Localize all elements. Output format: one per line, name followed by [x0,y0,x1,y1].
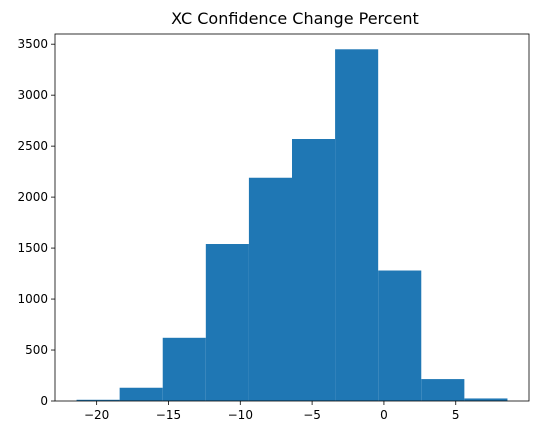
histogram-bar [119,387,163,401]
y-tick-label: 1500 [17,241,48,255]
x-tick-label: 0 [380,408,388,422]
histogram-bar [421,379,465,401]
histogram-bar [205,244,249,401]
y-tick-label: 0 [40,394,48,408]
x-tick-label: −15 [156,408,181,422]
histogram-bar [335,49,379,402]
y-tick-label: 2000 [17,190,48,204]
plot-frame [54,33,530,402]
histogram-bar [162,337,206,401]
chart-title: XC Confidence Change Percent [171,9,419,28]
axes-layer [54,33,530,402]
ticks-layer: −20 −15 −10 −5 0 5 0 500 1000 1500 2000 2500 3000 350… [17,37,459,422]
bars-layer [76,49,508,402]
y-tick-label: 3000 [17,88,48,102]
y-tick-label: 500 [25,343,48,357]
histogram-bar [292,139,336,401]
histogram-bar [76,399,120,401]
histogram-bar [248,177,292,401]
x-tick-label: −20 [84,408,109,422]
x-tick-label: −5 [303,408,321,422]
histogram-bar [378,270,422,401]
x-tick-label: 5 [452,408,460,422]
x-tick-label: −10 [228,408,253,422]
y-tick-label: 2500 [17,139,48,153]
y-tick-label: 3500 [17,37,48,51]
histogram-bar [464,398,508,401]
y-tick-label: 1000 [17,292,48,306]
